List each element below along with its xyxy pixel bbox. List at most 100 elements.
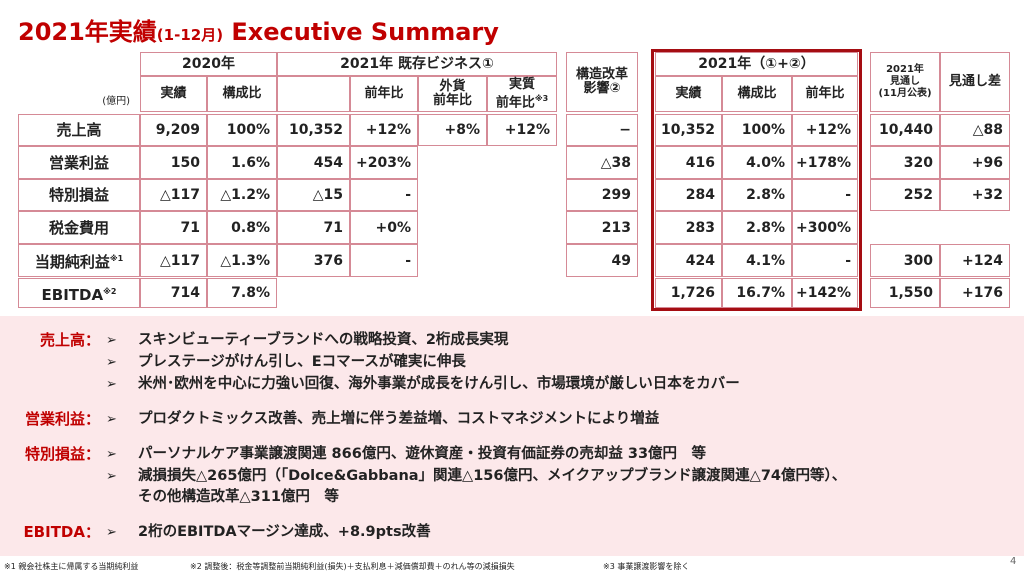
summary-text: その他構造改革△311億円 等 xyxy=(138,489,339,505)
column-header-line: 影響② xyxy=(583,81,621,96)
summary-text: 2桁のEBITDAマージン達成、+8.9pts改善 xyxy=(138,524,431,540)
table-cell: +124 xyxy=(940,244,1010,277)
highlight-frame xyxy=(651,49,862,311)
table-cell: 4.1% xyxy=(722,244,792,277)
unit-label: (億円) xyxy=(102,96,130,107)
column-header-line: 実質 xyxy=(508,76,535,92)
summary-text: プロダクトミックス改善、売上増に伴う差益増、コストマネジメントにより増益 xyxy=(138,411,660,427)
row-label-text: 売上高 xyxy=(56,121,102,139)
table-cell: 213 xyxy=(566,211,638,244)
column-header-line: 構成比 xyxy=(222,86,262,101)
table-cell: 100% xyxy=(207,114,277,146)
bullet-marker: ➢ xyxy=(106,377,117,392)
column-header: 見通し差 xyxy=(940,52,1010,112)
table-cell: 283 xyxy=(655,211,722,244)
row-label: 営業利益 xyxy=(18,146,140,179)
table-cell: 9,209 xyxy=(140,114,207,146)
table-cell: +178% xyxy=(792,146,858,179)
table-cell: +12% xyxy=(487,114,557,146)
column-header: 外貨 前年比 xyxy=(418,76,487,112)
table-cell: 10,440 xyxy=(870,114,940,146)
table-cell: 252 xyxy=(870,179,940,211)
table-cell: − xyxy=(566,114,638,146)
table-cell: △1.3% xyxy=(207,244,277,277)
column-header-line: 前年比 xyxy=(805,86,845,101)
bullet-marker: ➢ xyxy=(106,469,117,484)
row-label-note: ※2 xyxy=(103,286,117,296)
bullet-marker: ➢ xyxy=(106,333,117,348)
column-header: 前年比 xyxy=(792,76,858,112)
column-header: 実績 xyxy=(140,76,207,112)
group-header: 2021年 既存ビジネス① xyxy=(277,52,557,76)
column-header-line: 2021年 xyxy=(886,64,924,75)
table-cell: 100% xyxy=(722,114,792,146)
bullet-marker: ➢ xyxy=(106,447,117,462)
column-header: 構成比 xyxy=(207,76,277,112)
table-cell: - xyxy=(350,244,418,277)
table-cell: +32 xyxy=(940,179,1010,211)
table-cell: 71 xyxy=(140,211,207,244)
row-label-note: ※1 xyxy=(109,254,124,263)
summary-text: パーソナルケア事業譲渡関連 866億円、遊休資産・投資有価証券の売却益 33億円… xyxy=(138,446,707,462)
table-cell: 376 xyxy=(277,244,350,277)
column-header-line: 構成比 xyxy=(737,86,777,101)
row-label: 売上高 xyxy=(18,114,140,146)
column-header-line: 見通し差 xyxy=(948,74,1001,89)
row-label-text: 営業利益 xyxy=(48,153,109,172)
table-cell: 2.8% xyxy=(722,211,792,244)
table-cell: △117 xyxy=(140,244,207,277)
title-sub: (1-12月) xyxy=(156,26,224,44)
table-cell: △1.2% xyxy=(207,179,277,211)
table-cell: 4.0% xyxy=(722,146,792,179)
title-main: 2021年実績 xyxy=(18,18,157,46)
row-label: 税金費用 xyxy=(18,211,140,244)
table-cell: +96 xyxy=(940,146,1010,179)
table-cell: △88 xyxy=(940,114,1010,146)
column-header-line: 見通し xyxy=(890,76,920,87)
footnote: ※3 事業譲渡影響を除く xyxy=(603,562,690,571)
table-cell: 10,352 xyxy=(277,114,350,146)
column-header-line: 外貨 xyxy=(439,79,466,94)
table-cell: 7.8% xyxy=(207,278,277,308)
table-cell: 1,726 xyxy=(655,278,722,308)
footnote: ※2 調整後：税金等調整前当期純利益(損失)＋支払利息＋減価償却費＋のれん等の減… xyxy=(190,562,515,571)
footnote: ※1 親会社株主に帰属する当期純利益 xyxy=(4,562,139,571)
title: 2021年実績(1-12月) Executive Summary xyxy=(18,12,499,47)
group-header: 2021年（①+②） xyxy=(655,52,858,76)
summary-label: 売上高： xyxy=(39,331,100,349)
title-rest: Executive Summary xyxy=(231,18,499,46)
table-cell: +176 xyxy=(940,278,1010,308)
group-header-text: 2021年 既存ビジネス① xyxy=(340,56,494,72)
column-header-line: 前年比 xyxy=(432,93,472,108)
table-cell: 10,352 xyxy=(655,114,722,146)
column-header: 構成比 xyxy=(722,76,792,112)
summary-text: 減損損失△265億円（「Dolce&Gabbana」関連△156億円、メイクアッ… xyxy=(138,468,847,484)
table-cell: 299 xyxy=(566,179,638,211)
table-cell: +0% xyxy=(350,211,418,244)
bullet-marker: ➢ xyxy=(106,525,117,540)
table-cell: 300 xyxy=(870,244,940,277)
column-header: 2021年 見通し (11月公表) xyxy=(870,52,940,112)
row-label-text: 特別損益 xyxy=(48,186,109,204)
row-label-text: EBITDA※2 xyxy=(41,285,117,304)
row-label: 当期純利益※1 xyxy=(18,244,140,277)
table-cell: 284 xyxy=(655,179,722,211)
column-header-line: 前年比 xyxy=(364,86,404,101)
table-cell: 416 xyxy=(655,146,722,179)
table-cell: - xyxy=(350,179,418,211)
column-header xyxy=(277,76,350,112)
table-cell: 2.8% xyxy=(722,179,792,211)
group-header-text: 2021年（①+②） xyxy=(698,56,815,72)
table-cell: 49 xyxy=(566,244,638,277)
group-header: 2020年 xyxy=(140,52,277,76)
column-header-line: 実績 xyxy=(160,86,187,101)
summary-background xyxy=(0,316,1024,556)
table-cell: +203% xyxy=(350,146,418,179)
table-cell: +142% xyxy=(792,278,858,308)
table-cell: △15 xyxy=(277,179,350,211)
page-number: 4 xyxy=(1010,556,1017,567)
column-header-line: 構造改革 xyxy=(575,67,628,82)
table-cell: - xyxy=(792,244,858,277)
table-cell: △117 xyxy=(140,179,207,211)
